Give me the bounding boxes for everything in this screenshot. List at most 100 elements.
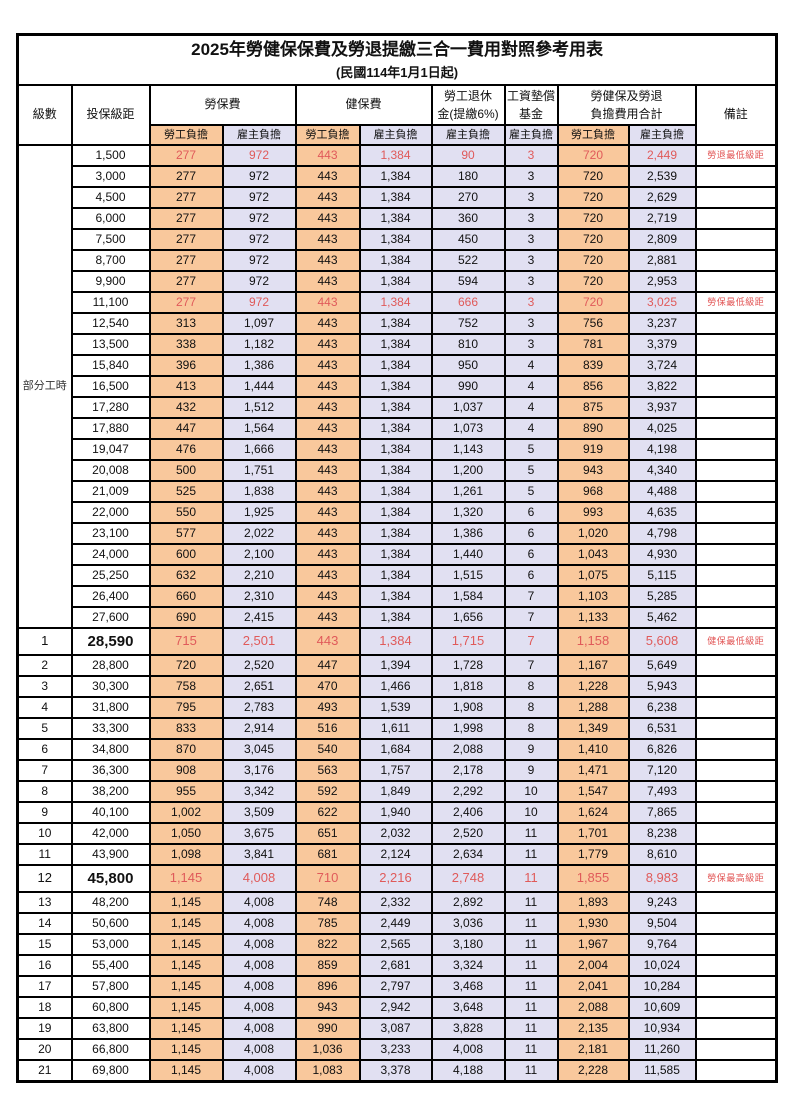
cell-value: 875 [556,396,630,419]
cell-value: 2,748 [430,864,506,893]
cell-note [694,822,778,845]
cell-value: 1,539 [358,696,433,719]
cell-bracket: 27,600 [70,606,151,629]
cell-value: 443 [294,354,361,377]
cell-value: 443 [294,312,361,335]
cell-note [694,780,778,803]
cell-value: 4,008 [221,954,297,977]
cell-value: 2,809 [627,228,697,251]
cell-value: 1,386 [221,354,297,377]
cell-value: 5,608 [627,627,697,656]
cell-value: 833 [148,717,224,740]
cell-value: 3 [503,207,559,230]
cell-value: 1,384 [358,501,433,524]
cell-value: 3,828 [430,1017,506,1040]
table-row: 23,100 577 2,022 443 1,384 1,386 6 1,020 4,798 [18,522,778,545]
cell-value: 2,032 [358,822,433,845]
table-row: 13,500 338 1,182 443 1,384 810 3 781 3,379 [18,333,778,356]
cell-value: 720 [556,228,630,251]
cell-value: 1,751 [221,459,297,482]
cell-value: 1,925 [221,501,297,524]
page-subtitle: (民國114年1月1日起) [336,65,459,80]
cell-value: 2,719 [627,207,697,230]
cell-value: 443 [294,207,361,230]
cell-value: 2,634 [430,843,506,866]
table-row: 7 36,300 908 3,176 563 1,757 2,178 9 1,471 7,120 [16,759,778,782]
cell-value: 443 [294,375,361,398]
subheader-health-employer-share: 雇主負擔 [358,124,433,146]
cell-value: 443 [294,543,361,566]
cell-level: 9 [16,801,73,824]
cell-bracket: 8,700 [70,249,151,272]
cell-value: 795 [148,696,224,719]
cell-value: 447 [294,654,361,677]
cell-value: 1,073 [430,417,506,440]
cell-value: 3,045 [221,738,297,761]
cell-value: 563 [294,759,361,782]
cell-value: 2,178 [430,759,506,782]
cell-value: 972 [221,228,297,251]
cell-value: 1,098 [148,843,224,866]
cell-value: 3,468 [430,975,506,998]
cell-value: 950 [430,354,506,377]
cell-value: 11 [503,891,559,914]
cell-value: 1,908 [430,696,506,719]
cell-value: 1,940 [358,801,433,824]
cell-bracket: 16,500 [70,375,151,398]
table-row: 22,000 550 1,925 443 1,384 1,320 6 993 4,635 [18,501,778,524]
part-time-label-cell: 部分工時 [16,144,73,629]
cell-value: 1,143 [430,438,506,461]
cell-value: 9,243 [627,891,697,914]
cell-value: 11 [503,864,559,893]
cell-value: 720 [556,270,630,293]
cell-value: 1,930 [556,912,630,935]
cell-value: 7 [503,627,559,656]
cell-value: 2,942 [358,996,433,1019]
page-title: 2025年勞健保保費及勞退提繳三合一費用對照參考用表 [191,40,603,59]
cell-value: 1,320 [430,501,506,524]
cell-value: 1,384 [358,375,433,398]
cell-value: 443 [294,186,361,209]
cell-value: 277 [148,186,224,209]
cell-note [694,543,778,566]
cell-value: 1,384 [358,144,433,167]
cell-value: 600 [148,543,224,566]
cell-value: 1,158 [556,627,630,656]
table-row: 11 43,900 1,098 3,841 681 2,124 2,634 11 1,779 8,… [16,843,778,866]
cell-value: 1,547 [556,780,630,803]
cell-value: 972 [221,165,297,188]
cell-level: 15 [16,933,73,956]
cell-level: 3 [16,675,73,698]
cell-value: 11 [503,996,559,1019]
cell-value: 396 [148,354,224,377]
cell-value: 3 [503,165,559,188]
cell-value: 1,200 [430,459,506,482]
cell-value: 11 [503,933,559,956]
cell-note [694,675,778,698]
cell-value: 943 [294,996,361,1019]
cell-value: 1,466 [358,675,433,698]
cell-value: 443 [294,627,361,656]
cell-note [694,585,778,608]
cell-value: 1,261 [430,480,506,503]
cell-note [694,564,778,587]
pension-header-line2: 金(提繳6%) [437,107,499,121]
cell-value: 1,779 [556,843,630,866]
cell-value: 5,285 [627,585,697,608]
cell-value: 1,384 [358,312,433,335]
cell-value: 1,384 [358,207,433,230]
cell-value: 443 [294,564,361,587]
cell-value: 5,649 [627,654,697,677]
cell-value: 1,103 [556,585,630,608]
cell-value: 2,210 [221,564,297,587]
cell-value: 1,036 [294,1038,361,1061]
cell-level: 14 [16,912,73,935]
cell-value: 1,624 [556,801,630,824]
cell-bracket: 34,800 [70,738,151,761]
cell-note [694,417,778,440]
cell-value: 180 [430,165,506,188]
cell-value: 919 [556,438,630,461]
cell-value: 8,610 [627,843,697,866]
cell-bracket: 20,008 [70,459,151,482]
cell-bracket: 53,000 [70,933,151,956]
